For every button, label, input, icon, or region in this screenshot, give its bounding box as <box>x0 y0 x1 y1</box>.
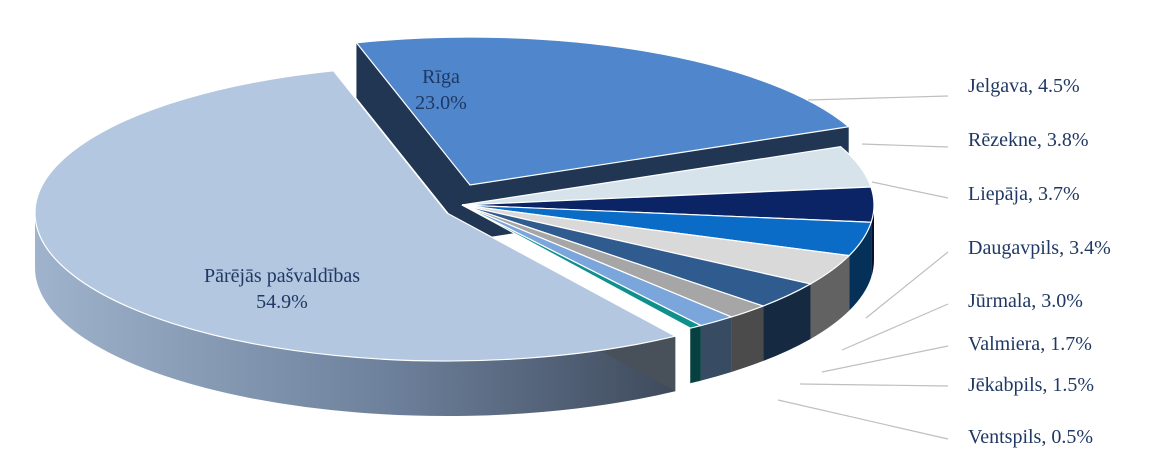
leader-line-rezekne <box>861 143 949 148</box>
leader-lines <box>777 95 949 440</box>
pie-cut-riga <box>356 42 470 240</box>
label-riga-name: Rīga <box>422 66 460 88</box>
leader-line-ventspils <box>777 399 949 440</box>
label-liepaja: Liepāja, 3.7% <box>968 183 1080 205</box>
pie-side-rezekne <box>871 205 874 278</box>
pie-side-ventspils <box>690 325 701 384</box>
label-valmiera: Valmiera, 1.7% <box>968 333 1092 355</box>
leader-line-jelgava <box>807 95 949 101</box>
label-riga-value: 23.0% <box>415 92 467 114</box>
pie-top-layer <box>34 36 875 362</box>
pie-side-daugavpils <box>810 255 850 339</box>
pie-side-parejas-pasvaldibas <box>35 213 676 417</box>
leader-line-liepaja <box>871 181 949 199</box>
leader-line-daugavpils <box>865 251 949 319</box>
label-ventspils: Ventspils, 0.5% <box>968 426 1093 448</box>
label-daugavpils: Daugavpils, 3.4% <box>968 237 1111 259</box>
pie-side-jekabpils <box>700 316 732 381</box>
label-parejas-pasvaldibas-value: 54.9% <box>256 291 308 313</box>
label-jurmala: Jūrmala, 3.0% <box>968 290 1083 312</box>
leader-line-jekabpils <box>799 383 949 387</box>
pie-slice-ventspils <box>461 204 703 329</box>
pie-side-liepaja <box>849 222 872 311</box>
pie-side-valmiera <box>731 306 764 372</box>
label-jekabpils: Jēkabpils, 1.5% <box>968 374 1094 396</box>
slice-labels: Rīga 23.0% Pārējās pašvaldības 54.9% Jelgava… <box>204 66 1111 448</box>
leader-line-valmiera <box>821 345 949 373</box>
pie-slice-riga <box>355 36 851 186</box>
label-jelgava: Jelgava, 4.5% <box>968 75 1080 97</box>
pie-slice-parejas-pasvaldibas <box>34 70 677 362</box>
label-rezekne: Rēzekne, 3.8% <box>968 129 1089 151</box>
leader-line-jurmala <box>841 303 949 351</box>
label-parejas-pasvaldibas-name: Pārējās pašvaldības <box>204 265 360 287</box>
pie-side-jurmala <box>763 283 811 362</box>
